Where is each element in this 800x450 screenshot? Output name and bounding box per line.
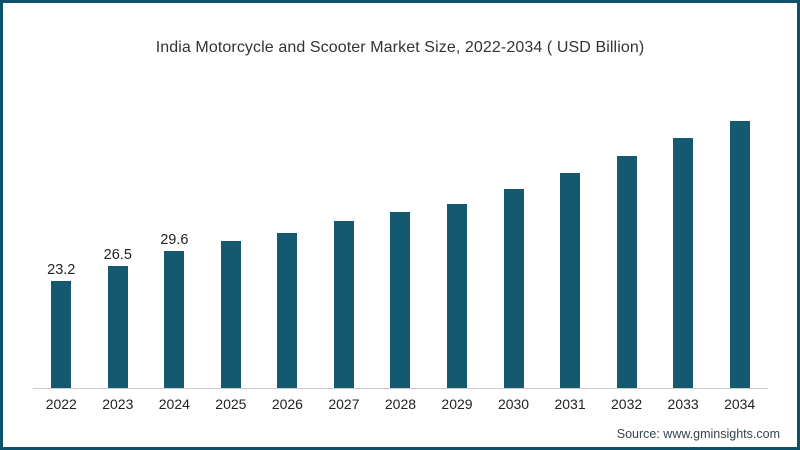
- bar-2025: [220, 241, 241, 388]
- x-axis-label-2032: 2032: [611, 396, 643, 412]
- bar-value-label: 29.6: [160, 232, 189, 248]
- bar-2027: [333, 221, 354, 388]
- x-axis-label-2034: 2034: [724, 396, 756, 412]
- bar-column-2024: 29.6: [146, 3, 203, 388]
- bar-column-2023: 26.5: [90, 3, 147, 388]
- bar-2026: [277, 233, 298, 388]
- bar-column-2030: [485, 3, 542, 388]
- bar-2022: [51, 281, 72, 388]
- bar-column-2031: [542, 3, 599, 388]
- bar-2023: [107, 266, 128, 388]
- bar-2034: [729, 121, 750, 388]
- bar-value-label: 26.5: [103, 247, 132, 263]
- x-axis-label-2033: 2033: [667, 396, 699, 412]
- bar-value-label: 23.2: [47, 262, 76, 278]
- x-axis-label-2022: 2022: [45, 396, 77, 412]
- bar-column-2029: [429, 3, 486, 388]
- bar-column-2026: [259, 3, 316, 388]
- x-axis-label-2029: 2029: [441, 396, 473, 412]
- bar-2024: [164, 251, 185, 388]
- bar-column-2027: [316, 3, 373, 388]
- x-axis-label-2027: 2027: [328, 396, 360, 412]
- x-axis-label-2023: 2023: [102, 396, 134, 412]
- bar-column-2022: 23.2: [33, 3, 90, 388]
- x-axis-label-2030: 2030: [497, 396, 530, 412]
- x-axis-label-2026: 2026: [271, 396, 303, 412]
- bar-column-2028: [372, 3, 429, 388]
- x-axis-label-2024: 2024: [158, 396, 190, 412]
- x-axis: 2022 2023 2024 2025 2026 2027 2028 2029 2030 2031…: [33, 389, 768, 412]
- bar-2032: [616, 156, 637, 388]
- bar-column-2032: [598, 3, 655, 388]
- bar-2031: [560, 173, 581, 388]
- bar-2028: [390, 212, 411, 388]
- bar-column-2033: [655, 3, 712, 388]
- source-attribution: Source: www.gminsights.com: [616, 427, 780, 441]
- plot-area: 23.2 26.5 29.6: [33, 3, 768, 389]
- bar-2029: [446, 204, 467, 388]
- x-axis-label-2031: 2031: [554, 396, 586, 412]
- bar-2033: [673, 138, 694, 388]
- bar-2030: [503, 189, 524, 388]
- bar-column-2025: [203, 3, 260, 388]
- x-axis-label-2028: 2028: [384, 396, 417, 412]
- x-axis-label-2025: 2025: [215, 396, 247, 412]
- chart-title: India Motorcycle and Scooter Market Size…: [155, 39, 645, 56]
- bar-column-2034: [711, 3, 768, 388]
